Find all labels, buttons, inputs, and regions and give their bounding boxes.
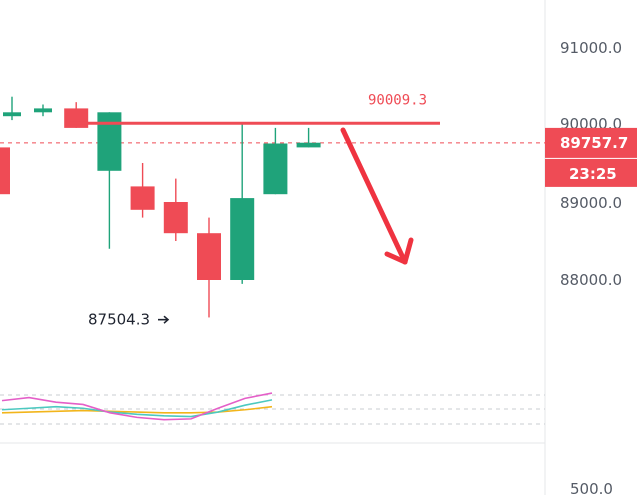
- candle-body: [130, 186, 155, 210]
- indicator-line-slow: [1, 399, 273, 418]
- svg-text:89757.7: 89757.7: [560, 134, 628, 152]
- candlesticks: [0, 96, 321, 318]
- indicator-line-mid: [1, 405, 273, 414]
- indicator-line-fast: [1, 392, 273, 421]
- candle-body: [197, 233, 221, 280]
- candle-body: [34, 108, 52, 113]
- countdown-badge: 23:25: [545, 158, 637, 187]
- y-tick-label: 88000.0: [560, 271, 622, 289]
- current-price-badge: 89757.7: [545, 127, 637, 158]
- candle-body: [296, 142, 321, 148]
- low-arrow-icon: [158, 315, 170, 324]
- resistance-label: 90009.3: [368, 92, 427, 108]
- candle-body: [97, 112, 122, 171]
- low-price-label: 87504.3: [88, 311, 150, 329]
- stochastic-indicator: [0, 392, 545, 425]
- indicator-axis-label: 500.0: [570, 480, 613, 495]
- candle-body: [0, 147, 10, 195]
- y-tick-label: 91000.0: [560, 39, 622, 57]
- candle-body: [3, 112, 21, 117]
- candle-body: [263, 143, 288, 195]
- svg-text:23:25: 23:25: [569, 165, 617, 183]
- candle-body: [163, 202, 188, 234]
- candle-body: [230, 198, 255, 280]
- y-axis: 91000.0 90000.0 89000.0 88000.0 500.0: [560, 39, 622, 495]
- down-arrow[interactable]: [340, 127, 414, 265]
- candle-body: [64, 108, 89, 128]
- y-tick-label: 89000.0: [560, 194, 622, 212]
